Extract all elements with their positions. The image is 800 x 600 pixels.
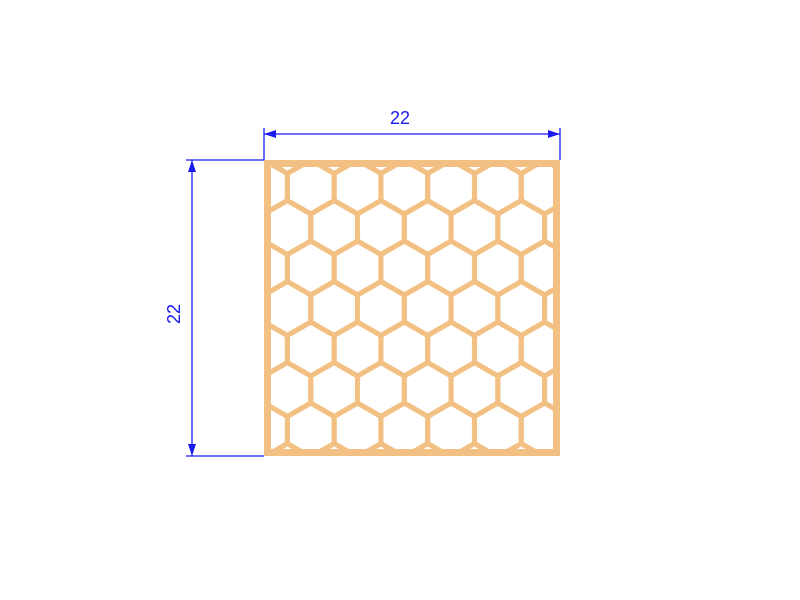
honeycomb-cell xyxy=(217,201,264,255)
engineering-drawing: 22 22 xyxy=(0,0,800,600)
honeycomb-cell xyxy=(568,322,615,376)
honeycomb-cell xyxy=(217,120,264,174)
arrowhead xyxy=(264,130,276,138)
arrowhead xyxy=(188,444,196,456)
honeycomb-cell xyxy=(568,403,615,457)
honeycomb-cell xyxy=(217,363,264,417)
arrowhead xyxy=(548,130,560,138)
diagram-canvas: 22 22 xyxy=(0,0,800,600)
honeycomb-cell xyxy=(568,160,615,214)
dimension-value-left: 22 xyxy=(164,304,184,324)
honeycomb-cell xyxy=(568,241,615,295)
dimension-left: 22 xyxy=(164,160,264,456)
dimension-top: 22 xyxy=(264,108,560,160)
arrowhead xyxy=(188,160,196,172)
honeycomb-cell xyxy=(217,282,264,336)
honeycomb-cell xyxy=(217,444,264,498)
profile-group xyxy=(217,120,615,498)
dimension-value-top: 22 xyxy=(390,108,410,128)
